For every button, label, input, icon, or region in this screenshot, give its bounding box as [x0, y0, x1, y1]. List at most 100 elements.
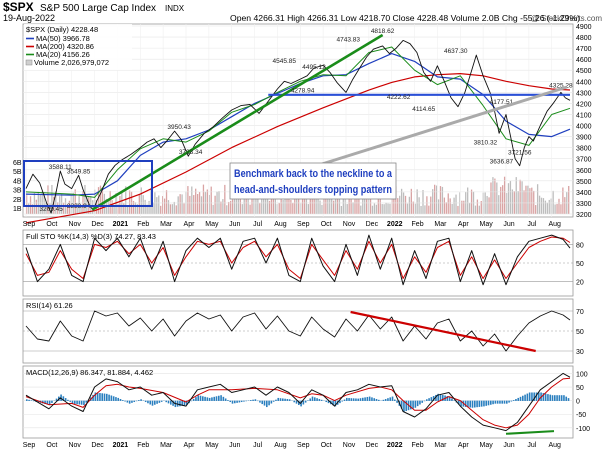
- volume-bar: [317, 186, 319, 214]
- volume-bar: [507, 183, 510, 214]
- macd-histogram-bar: [197, 395, 200, 401]
- chart-symbol: $SPX: [3, 0, 34, 14]
- price-annotation: 4545.85: [273, 58, 297, 65]
- volume-bar: [420, 205, 422, 214]
- volume-bar: [564, 197, 566, 214]
- volume-bar: [437, 199, 440, 214]
- macd-histogram-bar: [563, 395, 565, 401]
- volume-bar: [556, 203, 558, 214]
- volume-bar: [181, 194, 183, 214]
- month-tick-label: Jun: [229, 221, 240, 228]
- macd-histogram-bar: [133, 400, 136, 403]
- volume-bar: [562, 187, 564, 214]
- volume-bar: [193, 195, 195, 214]
- macd-histogram-bar: [494, 400, 497, 404]
- chart-exchange: INDX: [165, 4, 185, 13]
- macd-histogram-bar: [531, 392, 533, 401]
- macd-histogram-bar: [522, 395, 524, 401]
- volume-bar: [290, 199, 292, 214]
- price-annotation: 4325.28: [549, 83, 573, 90]
- macd-histogram-bar: [451, 398, 453, 401]
- macd-histogram-bar: [490, 400, 492, 405]
- volume-bar: [426, 196, 428, 214]
- macd-histogram-bar: [437, 393, 440, 401]
- volume-bar: [160, 205, 162, 214]
- macd-histogram-bar: [236, 400, 238, 403]
- macd-histogram-bar: [144, 400, 147, 403]
- month-tick-label: Jul: [527, 221, 536, 228]
- macd-histogram-bar: [122, 400, 124, 401]
- price-annotation: 3549.85: [67, 168, 91, 175]
- macd-histogram-bar: [428, 398, 430, 401]
- volume-bar: [41, 191, 43, 214]
- macd-lines: -100 -50 0 50 100: [23, 371, 590, 435]
- volume-bar: [263, 194, 265, 214]
- macd-histogram-bar: [128, 400, 131, 404]
- macd-histogram-bar: [156, 400, 158, 404]
- month-tick-label: May: [205, 442, 219, 449]
- volume-bar: [544, 200, 547, 214]
- volume-bar: [519, 179, 521, 214]
- volume-bar: [332, 200, 335, 214]
- macd-tick-label: 0: [576, 399, 580, 406]
- rsi-line: [25, 310, 571, 352]
- volume-bar: [47, 185, 49, 214]
- volume-bar: [395, 186, 397, 214]
- macd-tick-label: -50: [576, 412, 586, 419]
- volume-bar: [517, 191, 519, 214]
- volume-bar: [228, 201, 230, 214]
- volume-bar: [529, 188, 531, 214]
- month-tick-label: Oct: [46, 442, 57, 449]
- volume-bar: [554, 204, 556, 214]
- volume-bar: [97, 187, 100, 214]
- macd-histogram-bar: [412, 400, 414, 409]
- month-tick-label: Apr: [184, 442, 196, 449]
- macd-histogram-bar: [117, 397, 120, 401]
- macd-histogram-bar: [179, 400, 181, 407]
- macd-histogram-bar: [478, 400, 481, 407]
- legend-main: $SPX (Daily) 4228.48: [26, 25, 98, 34]
- rsi-panel: [22, 298, 574, 364]
- volume-bar: [284, 198, 286, 214]
- volume-bar: [366, 199, 368, 214]
- volume-bar: [109, 190, 111, 214]
- macd-histogram-bar: [533, 392, 536, 401]
- macd-histogram-bar: [270, 400, 273, 404]
- volume-bar: [101, 189, 104, 214]
- month-tick-label: Aug: [548, 442, 561, 449]
- volume-bar: [558, 198, 560, 214]
- price-annotation: 4222.62: [387, 94, 411, 101]
- volume-bar: [379, 194, 381, 214]
- macd-histogram-bar: [131, 400, 133, 403]
- volume-bar: [336, 193, 339, 214]
- macd-histogram-bar: [517, 397, 520, 401]
- volume-bar: [117, 204, 119, 214]
- price-tick-label: 3400: [576, 190, 592, 197]
- macd-histogram-bar: [382, 399, 385, 401]
- volume-bar: [400, 188, 403, 214]
- volume-bar: [136, 204, 139, 214]
- macd-histogram-bar: [506, 400, 508, 404]
- volume-bar: [226, 205, 228, 214]
- macd-histogram-bar: [55, 398, 58, 401]
- macd-histogram-bar: [547, 394, 549, 401]
- sto-d-line: [25, 236, 571, 279]
- month-tick-label: Feb: [137, 221, 149, 228]
- volume-bar: [327, 194, 329, 214]
- volume-bar: [243, 195, 245, 214]
- macd-histogram-bar: [48, 400, 51, 406]
- volume-bar: [57, 202, 59, 214]
- macd-histogram-bar: [71, 400, 74, 404]
- volume-bar: [525, 185, 527, 214]
- macd-histogram-bar: [295, 400, 298, 404]
- volume-bar: [416, 189, 418, 214]
- macd-histogram-bar: [147, 400, 149, 404]
- macd-histogram-bar: [186, 400, 188, 406]
- macd-histogram-bar: [538, 392, 540, 401]
- volume-bar: [55, 191, 57, 214]
- macd-histogram-bar: [307, 400, 309, 401]
- month-tick-label: Dec: [91, 442, 104, 449]
- volume-bar: [72, 192, 74, 214]
- macd-histogram-bar: [524, 394, 526, 401]
